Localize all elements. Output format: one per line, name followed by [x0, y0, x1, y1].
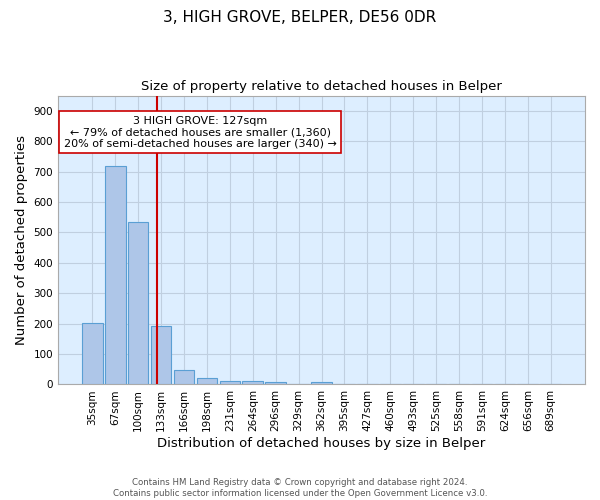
Y-axis label: Number of detached properties: Number of detached properties	[15, 135, 28, 345]
Bar	[173, 370, 194, 384]
Bar	[242, 381, 263, 384]
Text: Contains HM Land Registry data © Crown copyright and database right 2024.
Contai: Contains HM Land Registry data © Crown c…	[113, 478, 487, 498]
Bar	[265, 382, 286, 384]
Text: 3 HIGH GROVE: 127sqm
← 79% of detached houses are smaller (1,360)
20% of semi-de: 3 HIGH GROVE: 127sqm ← 79% of detached h…	[64, 116, 337, 149]
Bar	[197, 378, 217, 384]
Text: 3, HIGH GROVE, BELPER, DE56 0DR: 3, HIGH GROVE, BELPER, DE56 0DR	[163, 10, 437, 25]
Bar	[128, 222, 148, 384]
Bar	[151, 326, 172, 384]
Bar	[220, 380, 240, 384]
Bar	[311, 382, 332, 384]
X-axis label: Distribution of detached houses by size in Belper: Distribution of detached houses by size …	[157, 437, 485, 450]
Title: Size of property relative to detached houses in Belper: Size of property relative to detached ho…	[141, 80, 502, 93]
Bar	[105, 166, 125, 384]
Bar	[82, 322, 103, 384]
